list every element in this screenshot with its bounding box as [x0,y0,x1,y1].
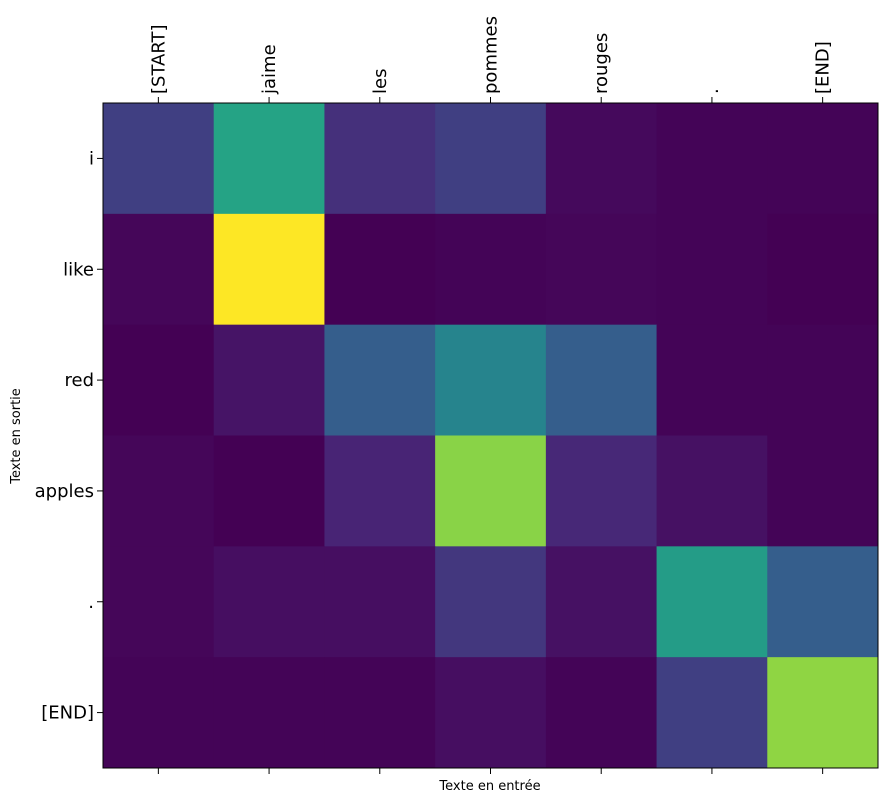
y-axis-title: Texte en sortie [9,388,24,485]
heatmap-cell [545,213,658,326]
heatmap-cell [656,213,768,326]
y-tick-label: [END] [41,703,94,724]
x-tick-label: rouges [591,33,612,94]
y-tick-label: i [89,148,94,169]
heatmap-cell [103,657,215,769]
heatmap-cell [103,324,215,436]
y-tick-label: . [88,592,94,613]
heatmap-cell [767,213,879,326]
heatmap-cell [213,435,325,547]
heatmap-cell [767,103,879,215]
heatmap-cell [103,546,215,658]
heatmap-cell [767,324,879,436]
heatmap-cell [213,213,325,326]
heatmap-cells [103,103,879,769]
heatmap-cell [656,435,768,547]
heatmap-cell [545,435,658,547]
heatmap-cell [435,546,547,658]
heatmap-cell [213,324,325,436]
heatmap-cell [656,546,768,658]
x-tick-label: pommes [481,16,502,94]
heatmap-cell [656,103,768,215]
heatmap-cell [656,324,768,436]
heatmap-cell [324,103,436,215]
y-tick-label: red [64,370,94,391]
x-tick-label: [START] [148,24,169,94]
heatmap-cell [656,657,768,769]
heatmap-cell [767,657,879,769]
x-tick-label: [END] [813,41,834,94]
heatmap-cell [435,324,547,436]
heatmap-cell [435,103,547,215]
heatmap-cell [545,103,658,215]
heatmap-cell [545,546,658,658]
heatmap-cell [324,213,436,326]
heatmap-cell [767,546,879,658]
heatmap-cell [103,103,215,215]
heatmap-cell [767,435,879,547]
heatmap-cell [435,435,547,547]
heatmap-cell [545,657,658,769]
x-axis-ticks: [START] jaime les pommes rouges. [END] [148,16,834,774]
heatmap-cell [213,657,325,769]
heatmap-cell [324,435,436,547]
x-axis-title: Texte en entrée [438,779,540,794]
x-tick-label: . [702,88,723,94]
heatmap-cell [545,324,658,436]
heatmap-cell [435,213,547,326]
heatmap-cell [213,103,325,215]
x-tick-label: les [370,69,391,94]
heatmap-cell [103,213,215,326]
heatmap-cell [435,657,547,769]
y-tick-label: like [63,259,94,280]
heatmap-cell [103,435,215,547]
heatmap-cell [324,546,436,658]
x-tick-label: jaime [259,44,280,95]
heatmap-cell [213,546,325,658]
heatmap-cell [324,657,436,769]
y-tick-label: apples [35,481,94,502]
y-axis-ticks: i like red apples. [END] [35,148,103,724]
heatmap-cell [324,324,436,436]
